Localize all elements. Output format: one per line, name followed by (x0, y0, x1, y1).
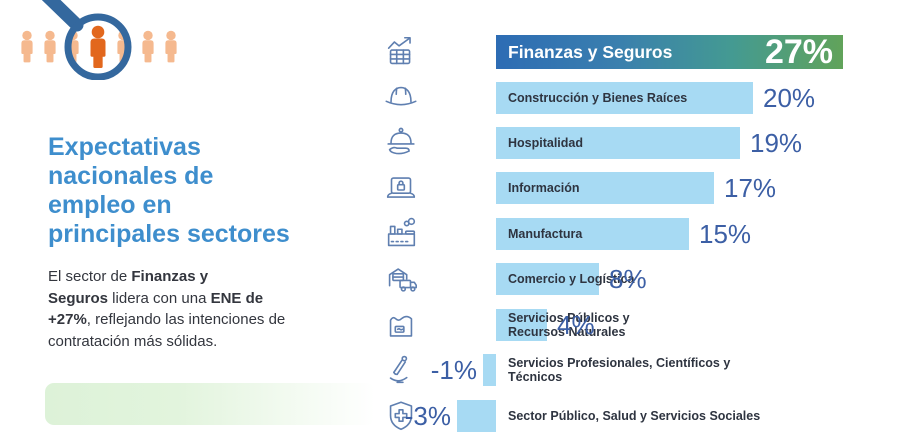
magnifier-icon (41, 0, 132, 80)
sector-label: Comercio y Logística (508, 271, 635, 286)
sector-label: Información (508, 180, 580, 195)
sector-bar (496, 35, 843, 69)
sector-bar (496, 218, 689, 250)
sector-bar (496, 172, 714, 204)
intro-paragraph: El sector de Finanzas y Seguros lidera c… (48, 266, 358, 352)
page-title: Expectativas nacionales de empleo en pri… (48, 133, 290, 248)
factory-icon (382, 215, 420, 253)
cloche-hand-icon (382, 124, 420, 162)
natural-resources-icon (382, 306, 420, 344)
paragraph-bold-text: ENE de +27% (48, 289, 264, 329)
paragraph-text: El sector de (48, 268, 132, 285)
sector-bar (496, 263, 599, 295)
sector-label: Finanzas y Seguros (508, 42, 673, 62)
laptop-lock-icon (382, 169, 420, 207)
sector-bar (496, 127, 740, 159)
sector-value: -1% (430, 354, 477, 385)
sector-label: Hospitalidad (508, 135, 584, 150)
people-magnifier-illustration (21, 0, 177, 80)
sector-label: Manufactura (508, 226, 583, 241)
sector-value: 20% (763, 82, 816, 113)
sector-value: 17% (724, 172, 777, 203)
sector-label: Servicios Públicos y Recursos Naturales (508, 310, 630, 340)
hard-hat-icon (382, 79, 420, 117)
sector-bar (496, 309, 547, 341)
sector-bar (457, 400, 496, 432)
sector-value: 19% (750, 127, 803, 158)
sector-value: 27% (764, 32, 833, 71)
sector-bar (483, 354, 496, 386)
sector-label: Sector Público, Salud y Servicios Social… (508, 408, 761, 423)
green-accent-bar (45, 383, 375, 425)
sector-value: 4% (557, 309, 595, 340)
growth-chart-icon (382, 33, 420, 71)
paragraph-text: , reflejando las intenciones de contrata… (48, 311, 286, 350)
highlighted-person (90, 25, 106, 68)
sector-value: 8% (609, 263, 647, 294)
sector-label: Construcción y Bienes Raíces (508, 90, 688, 105)
sector-bar (496, 82, 753, 114)
sector-value: 15% (699, 218, 752, 249)
paragraph-text: lidera con una (108, 289, 211, 307)
sector-label: Servicios Profesionales, Científicos y T… (508, 355, 731, 385)
truck-warehouse-icon (382, 260, 420, 298)
paragraph-bold-text: Finanzas y Seguros (48, 268, 209, 307)
sector-value: -3% (404, 400, 451, 431)
